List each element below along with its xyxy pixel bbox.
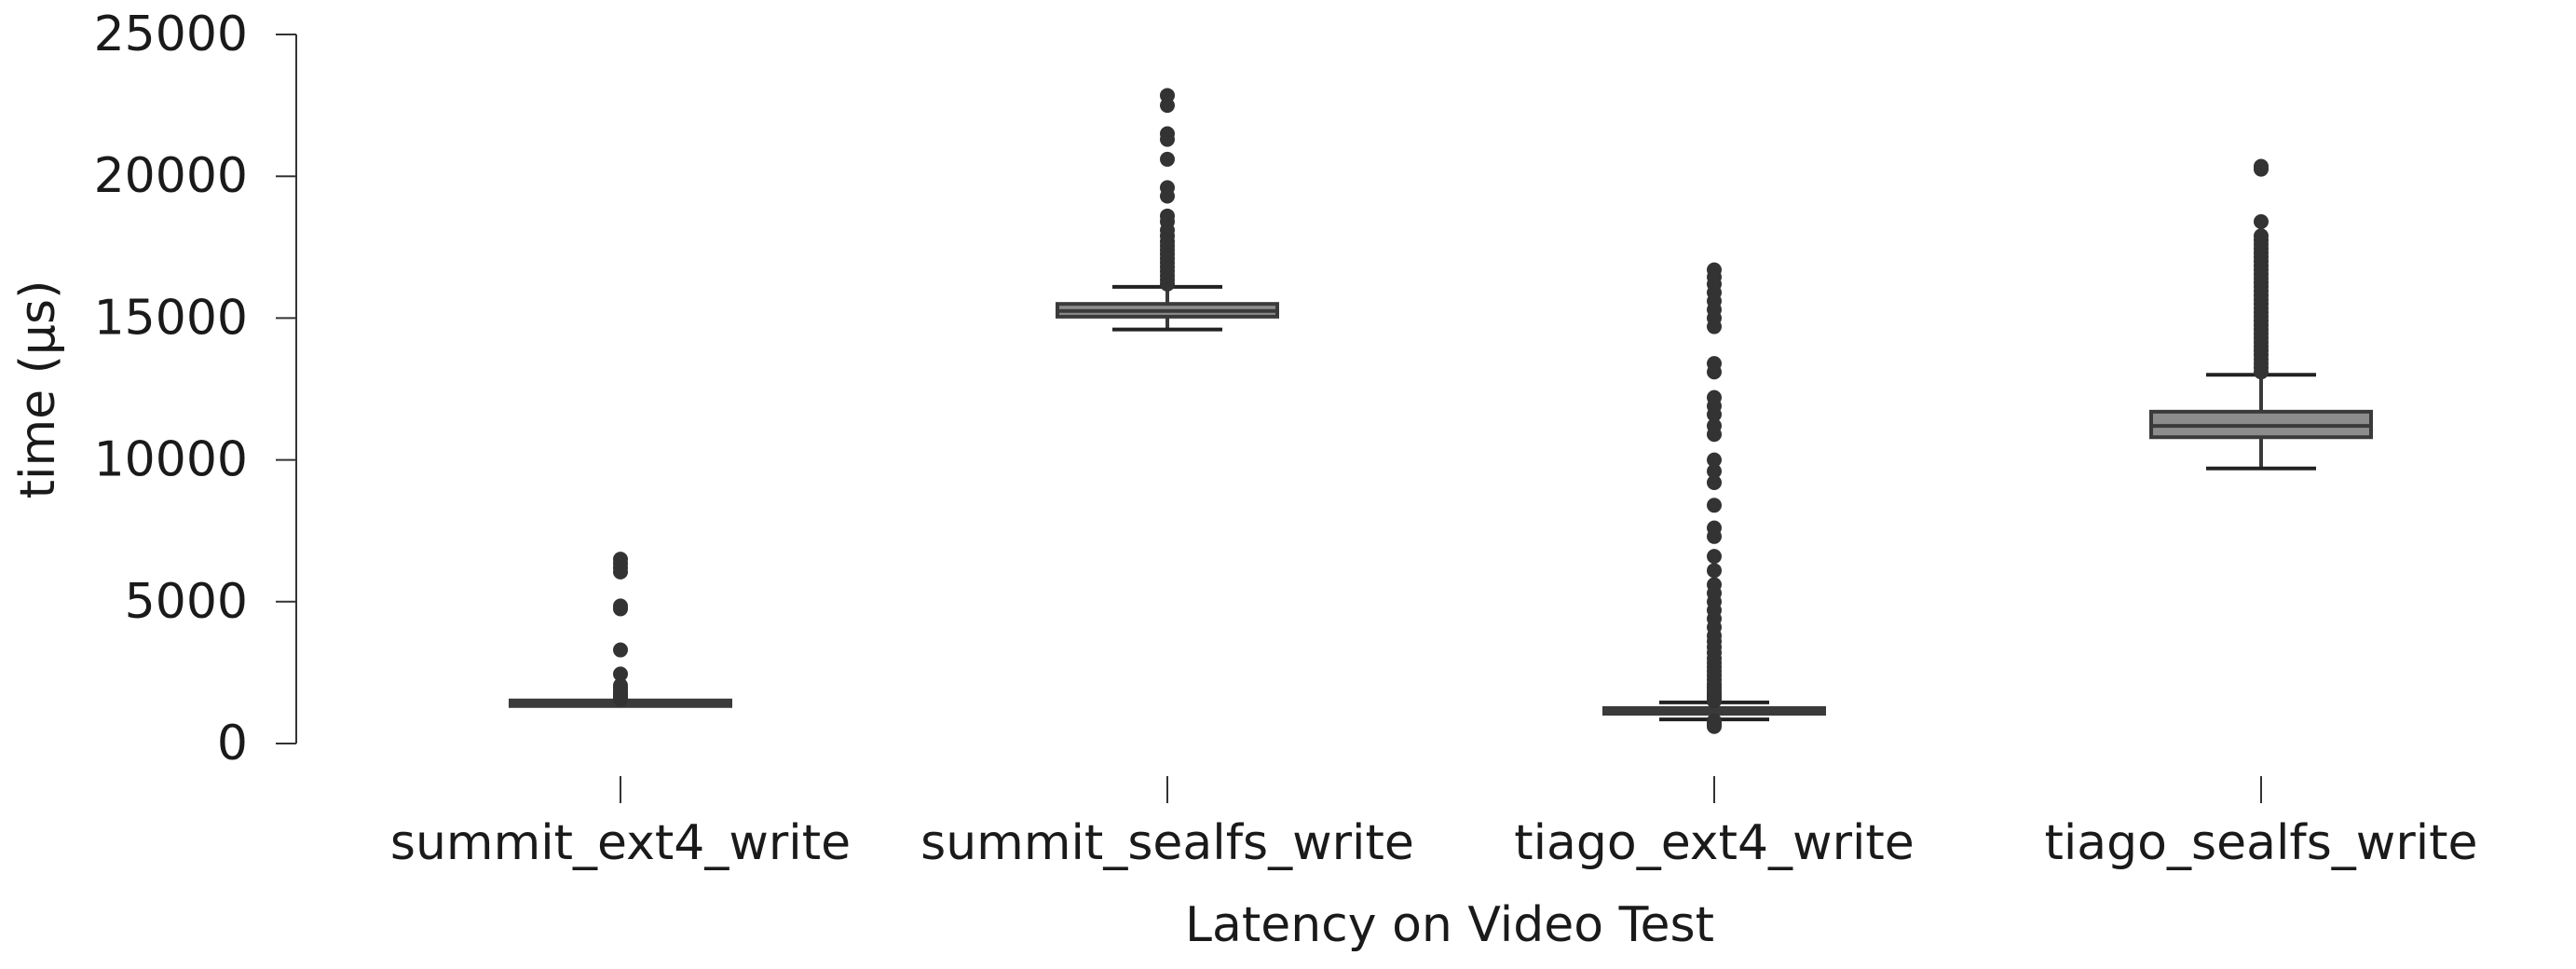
outlier-point bbox=[1160, 151, 1175, 167]
outlier-point bbox=[1707, 713, 1722, 729]
outlier-point bbox=[1707, 452, 1722, 468]
outlier-point bbox=[1707, 498, 1722, 513]
x-axis: summit_ext4_write summit_sealfs_write tiag… bbox=[390, 776, 2478, 871]
outlier-point bbox=[1707, 520, 1722, 536]
outlier-point bbox=[1707, 474, 1722, 490]
y-tick-label: 0 bbox=[217, 716, 248, 771]
y-axis-label: time (µs) bbox=[10, 280, 66, 499]
box-tiago_ext4_write bbox=[1602, 262, 1826, 734]
y-tick-label: 25000 bbox=[94, 7, 248, 62]
x-tick-label: tiago_ext4_write bbox=[1514, 815, 1915, 871]
outlier-point bbox=[1160, 180, 1175, 196]
outlier-point bbox=[1707, 418, 1722, 434]
outlier-point bbox=[1707, 463, 1722, 479]
outlier-point bbox=[1160, 208, 1175, 224]
outlier-point bbox=[1707, 262, 1722, 278]
outlier-point bbox=[613, 666, 628, 682]
outlier-point bbox=[1707, 577, 1722, 593]
y-tick-label: 15000 bbox=[94, 290, 248, 346]
outlier-point bbox=[613, 552, 628, 567]
outlier-point bbox=[1160, 88, 1175, 103]
outlier-point bbox=[2254, 158, 2269, 174]
box-tiago_sealfs_write bbox=[2149, 158, 2373, 471]
outlier-point bbox=[2254, 213, 2269, 229]
box-series bbox=[509, 88, 2373, 734]
outlier-point bbox=[1160, 126, 1175, 142]
x-tick-label: tiago_sealfs_write bbox=[2044, 815, 2477, 871]
x-axis-label: Latency on Video Test bbox=[1185, 897, 1714, 953]
x-tick-label: summit_sealfs_write bbox=[920, 815, 1414, 871]
y-axis: 0 5000 10000 15000 20000 25000 bbox=[94, 7, 297, 771]
x-tick-label: summit_ext4_write bbox=[390, 815, 851, 871]
outlier-point bbox=[1707, 563, 1722, 579]
outlier-point bbox=[1707, 356, 1722, 372]
y-tick-label: 20000 bbox=[94, 148, 248, 204]
outlier-point bbox=[613, 677, 628, 693]
outlier-point bbox=[613, 642, 628, 658]
y-tick-label: 5000 bbox=[125, 574, 248, 630]
y-tick-label: 10000 bbox=[94, 432, 248, 488]
outlier-point bbox=[1707, 389, 1722, 405]
outlier-point bbox=[1707, 549, 1722, 565]
outlier-point bbox=[2254, 228, 2269, 244]
box-summit_sealfs_write bbox=[1056, 88, 1279, 332]
box-summit_ext4_write bbox=[509, 552, 732, 708]
outlier-point bbox=[613, 598, 628, 614]
